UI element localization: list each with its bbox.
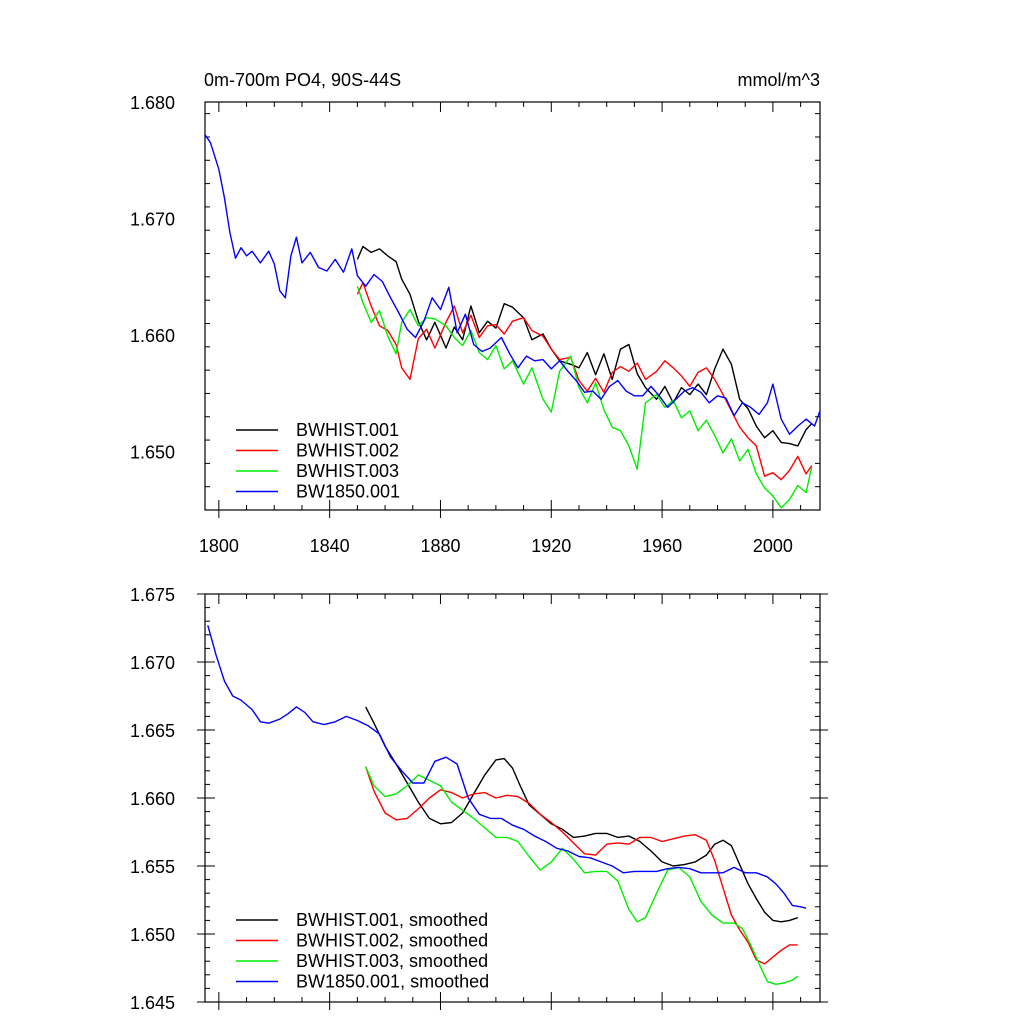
x-tick-label: 1880 [420, 536, 460, 556]
y-tick-label: 1.670 [130, 653, 175, 673]
legend-label: BWHIST.002, smoothed [296, 931, 488, 951]
plot-frame [204, 101, 821, 511]
legend-label: BWHIST.003, smoothed [296, 951, 488, 971]
legend-label: BWHIST.001 [296, 420, 399, 440]
y-tick-label: 1.660 [130, 789, 175, 809]
legend-label: BWHIST.003 [296, 461, 399, 481]
y-tick-label: 1.665 [130, 721, 175, 741]
series-line [365, 766, 798, 965]
series-line [207, 625, 807, 909]
y-tick-label: 1.655 [130, 857, 175, 877]
y-tick-label: 1.645 [130, 993, 175, 1013]
y-tick-label: 1.650 [130, 443, 175, 463]
y-tick-label: 1.670 [130, 210, 175, 230]
x-tick-label: 1800 [199, 536, 239, 556]
legend-label: BW1850.001, smoothed [296, 972, 489, 992]
x-tick-label: 1960 [642, 536, 682, 556]
series-line [356, 282, 813, 481]
y-tick-label: 1.650 [130, 925, 175, 945]
x-tick-label: 1920 [531, 536, 571, 556]
series-line [356, 245, 813, 447]
legend-label: BWHIST.002 [296, 441, 399, 461]
legend-label: BW1850.001 [296, 482, 400, 502]
units-label: mmol/m^3 [738, 70, 820, 90]
series-line [204, 134, 821, 435]
chart-title: 0m-700m PO4, 90S-44S [204, 70, 401, 90]
y-tick-label: 1.660 [130, 326, 175, 346]
y-tick-label: 1.680 [130, 93, 175, 113]
y-tick-label: 1.675 [130, 585, 175, 605]
series-line [356, 285, 813, 509]
top-panel: 1800 1840 1880 1920 1960 2000 1.650 1.660 1.670 1… [130, 93, 821, 556]
x-tick-label: 2000 [753, 536, 793, 556]
series-line [365, 766, 799, 985]
legend-label: BWHIST.001, smoothed [296, 910, 488, 930]
x-tick-label: 1840 [310, 536, 350, 556]
series-line [365, 706, 799, 923]
bottom-panel: 1.645 1.650 1.655 1.660 1.665 1.670 1.675 BWHIS… [130, 585, 828, 1013]
